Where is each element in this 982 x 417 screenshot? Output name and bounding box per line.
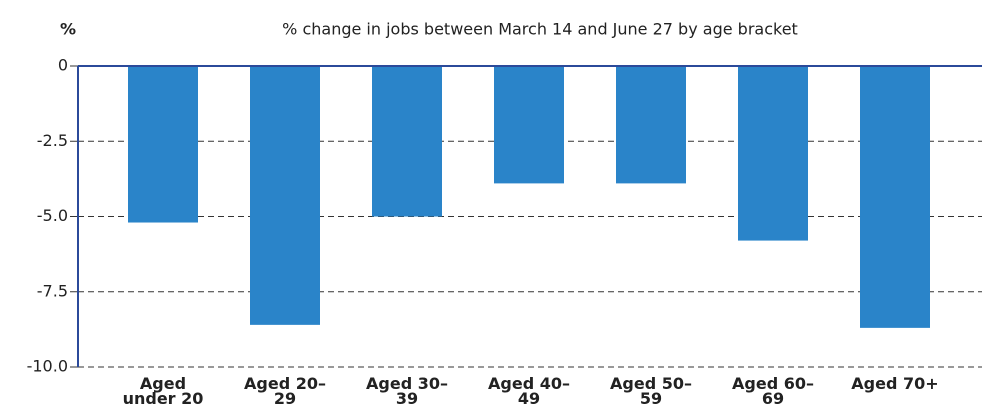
bar: [250, 66, 320, 325]
x-tick-label: Aged 60–69: [732, 374, 814, 408]
x-tick-label: Aged 50–59: [610, 374, 692, 408]
bar: [372, 66, 442, 217]
y-tick-label: -2.5: [37, 131, 68, 150]
bar: [128, 66, 198, 223]
x-tick-label: Aged under 20: [122, 374, 204, 408]
bar: [616, 66, 686, 184]
chart-title: % change in jobs between March 14 and Ju…: [282, 20, 798, 39]
bar: [738, 66, 808, 241]
x-tick-label: Aged 30–39: [366, 374, 448, 408]
x-tick-label: Aged 20–29: [244, 374, 326, 408]
y-tick-label: 0: [58, 56, 68, 75]
bar: [494, 66, 564, 184]
y-tick-label: -5.0: [37, 206, 68, 225]
bar: [860, 66, 930, 328]
y-tick-label: -10.0: [27, 357, 68, 376]
x-tick-label: Aged 70+: [851, 374, 939, 393]
y-tick-label: -7.5: [37, 281, 68, 300]
x-tick-label: Aged 40–49: [488, 374, 570, 408]
y-axis-label: %: [60, 20, 76, 39]
